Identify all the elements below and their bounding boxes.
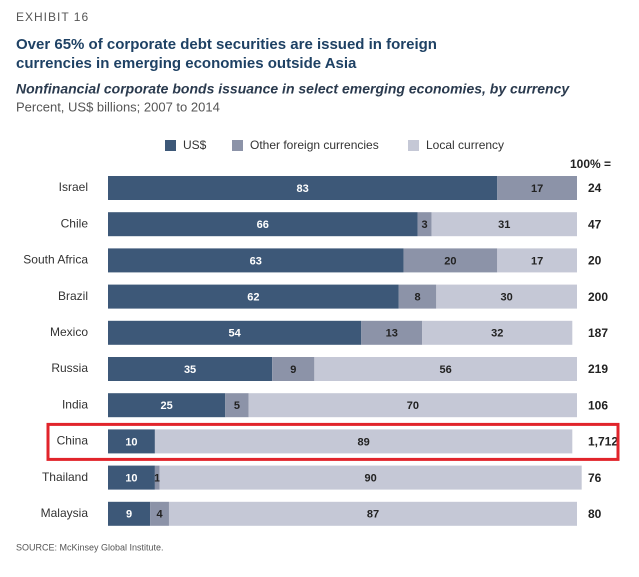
bar-segment [154, 465, 160, 490]
data-label: 35 [184, 364, 196, 376]
category-label: Russia [51, 361, 88, 375]
chart-title: currencies in emerging economies outside… [16, 55, 357, 72]
data-label: 3 [422, 219, 428, 231]
bar-segment [314, 357, 577, 381]
data-label: 5 [234, 400, 240, 412]
chart-title: Over 65% of corporate debt securities ar… [16, 36, 437, 53]
legend-label: Local currency [426, 138, 504, 152]
bar-segment [108, 429, 155, 454]
bar-segment [108, 176, 498, 200]
data-label: 10 [125, 473, 137, 485]
total-label: 76 [588, 471, 602, 485]
data-label: 66 [257, 219, 269, 231]
highlight-box [46, 422, 620, 461]
total-label: 80 [588, 507, 602, 521]
bar-segment [436, 284, 577, 309]
data-label: 56 [440, 364, 452, 376]
bar-segment [108, 357, 273, 381]
category-label: China [57, 434, 89, 448]
data-label: 70 [407, 400, 419, 412]
category-label: Chile [61, 216, 89, 230]
category-label: South Africa [23, 253, 88, 267]
legend-swatch [408, 140, 419, 151]
data-label: 20 [444, 255, 456, 267]
bar-segment [108, 501, 151, 526]
data-label: 13 [386, 328, 398, 340]
bar-segment [108, 248, 404, 273]
category-label: Mexico [50, 325, 88, 339]
legend-swatch [232, 140, 243, 151]
total-label: 20 [588, 254, 602, 268]
data-label: 54 [229, 328, 242, 340]
data-label: 17 [531, 183, 543, 195]
data-label: 9 [290, 364, 296, 376]
bar-segment [108, 320, 362, 345]
data-label: 10 [125, 436, 137, 448]
legend-label: Other foreign currencies [250, 138, 379, 152]
total-label: 200 [588, 290, 608, 304]
source: SOURCE: McKinsey Global Institute. [16, 542, 164, 552]
bar-segment [248, 393, 577, 418]
bar-segment [108, 284, 399, 309]
bar-segment [225, 393, 249, 418]
total-label: 187 [588, 326, 608, 340]
legend-label: US$ [183, 138, 207, 152]
data-label: 17 [531, 255, 543, 267]
bar-segment [272, 357, 315, 381]
data-label: 62 [247, 292, 259, 304]
data-label: 83 [297, 183, 309, 195]
total-label: 24 [588, 181, 602, 195]
data-label: 25 [161, 400, 173, 412]
data-label: 63 [250, 255, 262, 267]
bar-segment [168, 501, 577, 526]
data-label: 8 [414, 292, 420, 304]
bar-segment [497, 176, 577, 200]
legend-swatch [165, 140, 176, 151]
bar-segment [159, 465, 582, 490]
category-label: Malaysia [41, 506, 89, 520]
bar-segment [497, 248, 577, 273]
data-label: 9 [126, 509, 132, 521]
total-label: 1,712 [588, 435, 618, 449]
exhibit-label: EXHIBIT 16 [16, 10, 89, 24]
bar-segment [417, 212, 432, 237]
bar-segment [154, 429, 573, 454]
category-label: Brazil [58, 289, 88, 303]
bar-segment [108, 465, 155, 490]
total-label: 106 [588, 398, 608, 412]
bar-segment [108, 212, 418, 237]
total-label: 219 [588, 362, 608, 376]
data-label: 89 [357, 436, 369, 448]
category-label: Israel [59, 180, 88, 194]
bar-segment [398, 284, 437, 309]
units: Percent, US$ billions; 2007 to 2014 [16, 99, 220, 114]
category-label: India [62, 397, 88, 411]
category-label: Thailand [42, 470, 88, 484]
bar-segment [431, 212, 577, 237]
bar-segment [361, 320, 423, 345]
data-label: 32 [491, 328, 503, 340]
bar-segment [422, 320, 573, 345]
total-label: 47 [588, 217, 602, 231]
data-label: 31 [498, 219, 510, 231]
data-label: 90 [365, 473, 377, 485]
data-label: 1 [154, 473, 160, 485]
data-label: 30 [501, 292, 513, 304]
data-label: 4 [157, 509, 164, 521]
totals-header: 100% = [570, 157, 611, 171]
chart-subtitle: Nonfinancial corporate bonds issuance in… [16, 81, 570, 97]
bar-segment [150, 501, 169, 526]
bar-segment [403, 248, 498, 273]
bar-segment [108, 393, 226, 418]
data-label: 87 [367, 509, 379, 521]
